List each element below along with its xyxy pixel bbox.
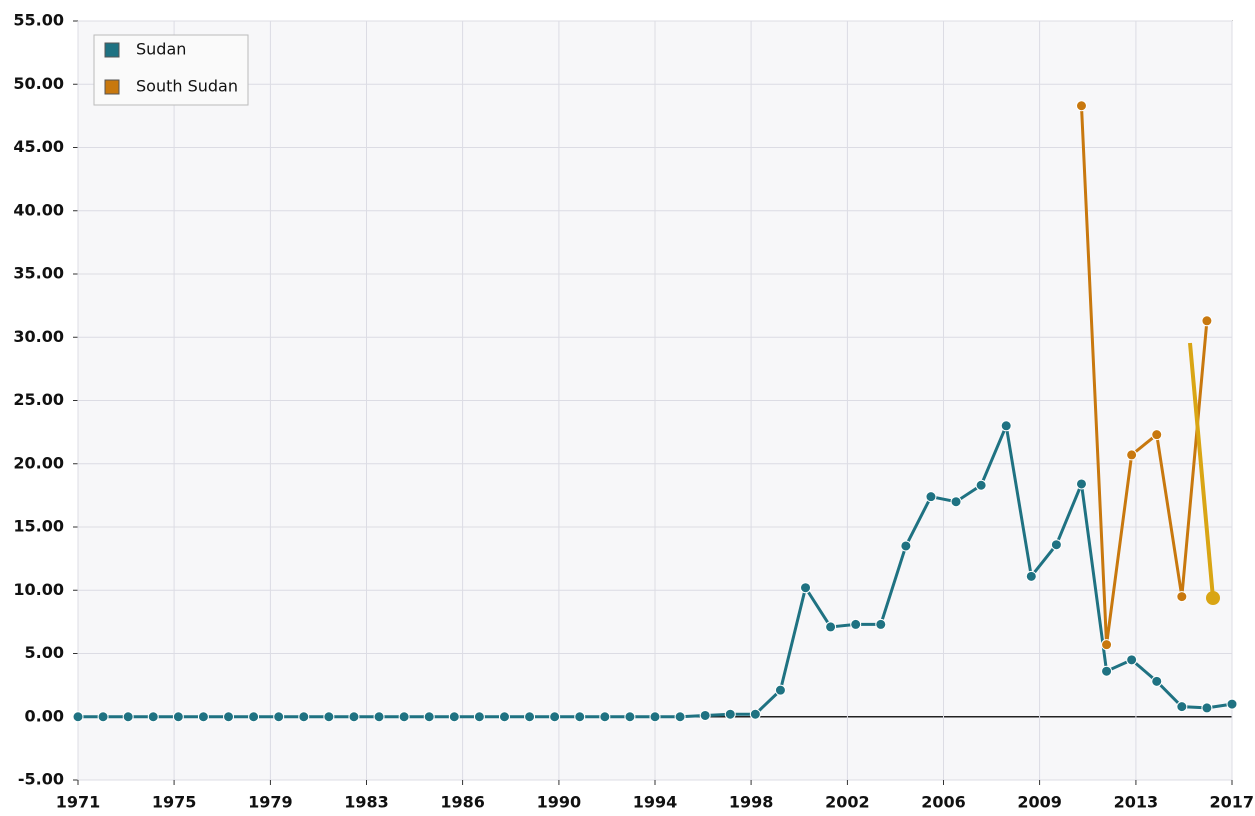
data-point <box>348 711 360 723</box>
y-tick-label: 35.00 <box>13 264 64 283</box>
data-point <box>850 618 862 630</box>
data-point <box>574 711 586 723</box>
data-point <box>498 711 510 723</box>
x-tick-label: 1983 <box>344 793 389 812</box>
legend-label: South Sudan <box>136 77 238 96</box>
data-point <box>975 479 987 491</box>
data-point <box>197 711 209 723</box>
data-point <box>97 711 109 723</box>
data-point <box>1151 675 1163 687</box>
data-point <box>1176 591 1188 603</box>
data-point <box>1025 570 1037 582</box>
x-tick-label: 1979 <box>248 793 293 812</box>
data-point <box>1050 539 1062 551</box>
data-point <box>599 711 611 723</box>
y-tick-label: 55.00 <box>13 11 64 30</box>
series-line <box>1079 105 1209 645</box>
data-point <box>925 491 937 503</box>
data-point <box>1101 665 1113 677</box>
data-point <box>373 711 385 723</box>
x-tick-label: 1990 <box>537 793 582 812</box>
data-point <box>273 711 285 723</box>
x-tick-label: 1994 <box>633 793 678 812</box>
data-point <box>122 711 134 723</box>
x-tick-label: 2006 <box>921 793 966 812</box>
data-point <box>147 711 159 723</box>
data-point <box>699 709 711 721</box>
y-tick-label: 10.00 <box>13 580 64 599</box>
y-tick-label: 20.00 <box>13 453 64 472</box>
annotation-dot <box>1206 591 1220 605</box>
y-tick-label: -5.00 <box>18 770 64 789</box>
data-point <box>825 621 837 633</box>
data-point <box>624 711 636 723</box>
legend: Sudan South Sudan <box>93 34 249 106</box>
data-point <box>1176 701 1188 713</box>
data-point <box>774 684 786 696</box>
data-point <box>323 711 335 723</box>
y-tick-label: 15.00 <box>13 517 64 536</box>
x-tick-label: 1971 <box>56 793 101 812</box>
x-tick-label: 1975 <box>152 793 197 812</box>
data-point <box>1075 100 1087 112</box>
data-point <box>1126 654 1138 666</box>
data-point <box>549 711 561 723</box>
x-tick-label: 1986 <box>440 793 485 812</box>
data-point <box>749 708 761 720</box>
data-point <box>248 711 260 723</box>
legend-box <box>93 34 249 106</box>
data-point <box>1126 449 1138 461</box>
data-point <box>800 582 812 594</box>
data-point <box>223 711 235 723</box>
data-point <box>674 711 686 723</box>
data-point <box>1226 698 1238 710</box>
data-point <box>398 711 410 723</box>
data-point <box>298 711 310 723</box>
data-point <box>1151 429 1163 441</box>
data-point <box>72 711 84 723</box>
y-tick-label: 0.00 <box>25 706 64 725</box>
data-point <box>900 540 912 552</box>
data-point <box>524 711 536 723</box>
y-tick-label: 30.00 <box>13 327 64 346</box>
legend-swatch <box>104 79 120 95</box>
y-tick-label: 25.00 <box>13 390 64 409</box>
y-tick-label: 50.00 <box>13 74 64 93</box>
x-tick-label: 2002 <box>825 793 870 812</box>
data-point <box>423 711 435 723</box>
legend-label: Sudan <box>136 40 186 59</box>
data-point <box>473 711 485 723</box>
y-tick-label: 45.00 <box>13 137 64 156</box>
annotation-stroke <box>1188 342 1215 599</box>
data-point <box>1101 639 1113 651</box>
data-point <box>649 711 661 723</box>
data-point <box>1000 420 1012 432</box>
x-tick-label: 2009 <box>1017 793 1062 812</box>
data-point <box>1201 315 1213 327</box>
x-tick-label: 2013 <box>1114 793 1159 812</box>
data-point <box>950 496 962 508</box>
data-point <box>875 618 887 630</box>
legend-swatch <box>104 42 120 58</box>
lines <box>72 100 1238 723</box>
data-point <box>1075 478 1087 490</box>
y-tick-label: 40.00 <box>13 200 64 219</box>
data-point <box>1201 702 1213 714</box>
x-tick-label: 1998 <box>729 793 774 812</box>
grid <box>73 20 1233 785</box>
x-tick-label: 2017 <box>1209 793 1254 812</box>
y-tick-label: 5.00 <box>25 643 64 662</box>
data-point <box>448 711 460 723</box>
data-point <box>172 711 184 723</box>
data-point <box>724 708 736 720</box>
